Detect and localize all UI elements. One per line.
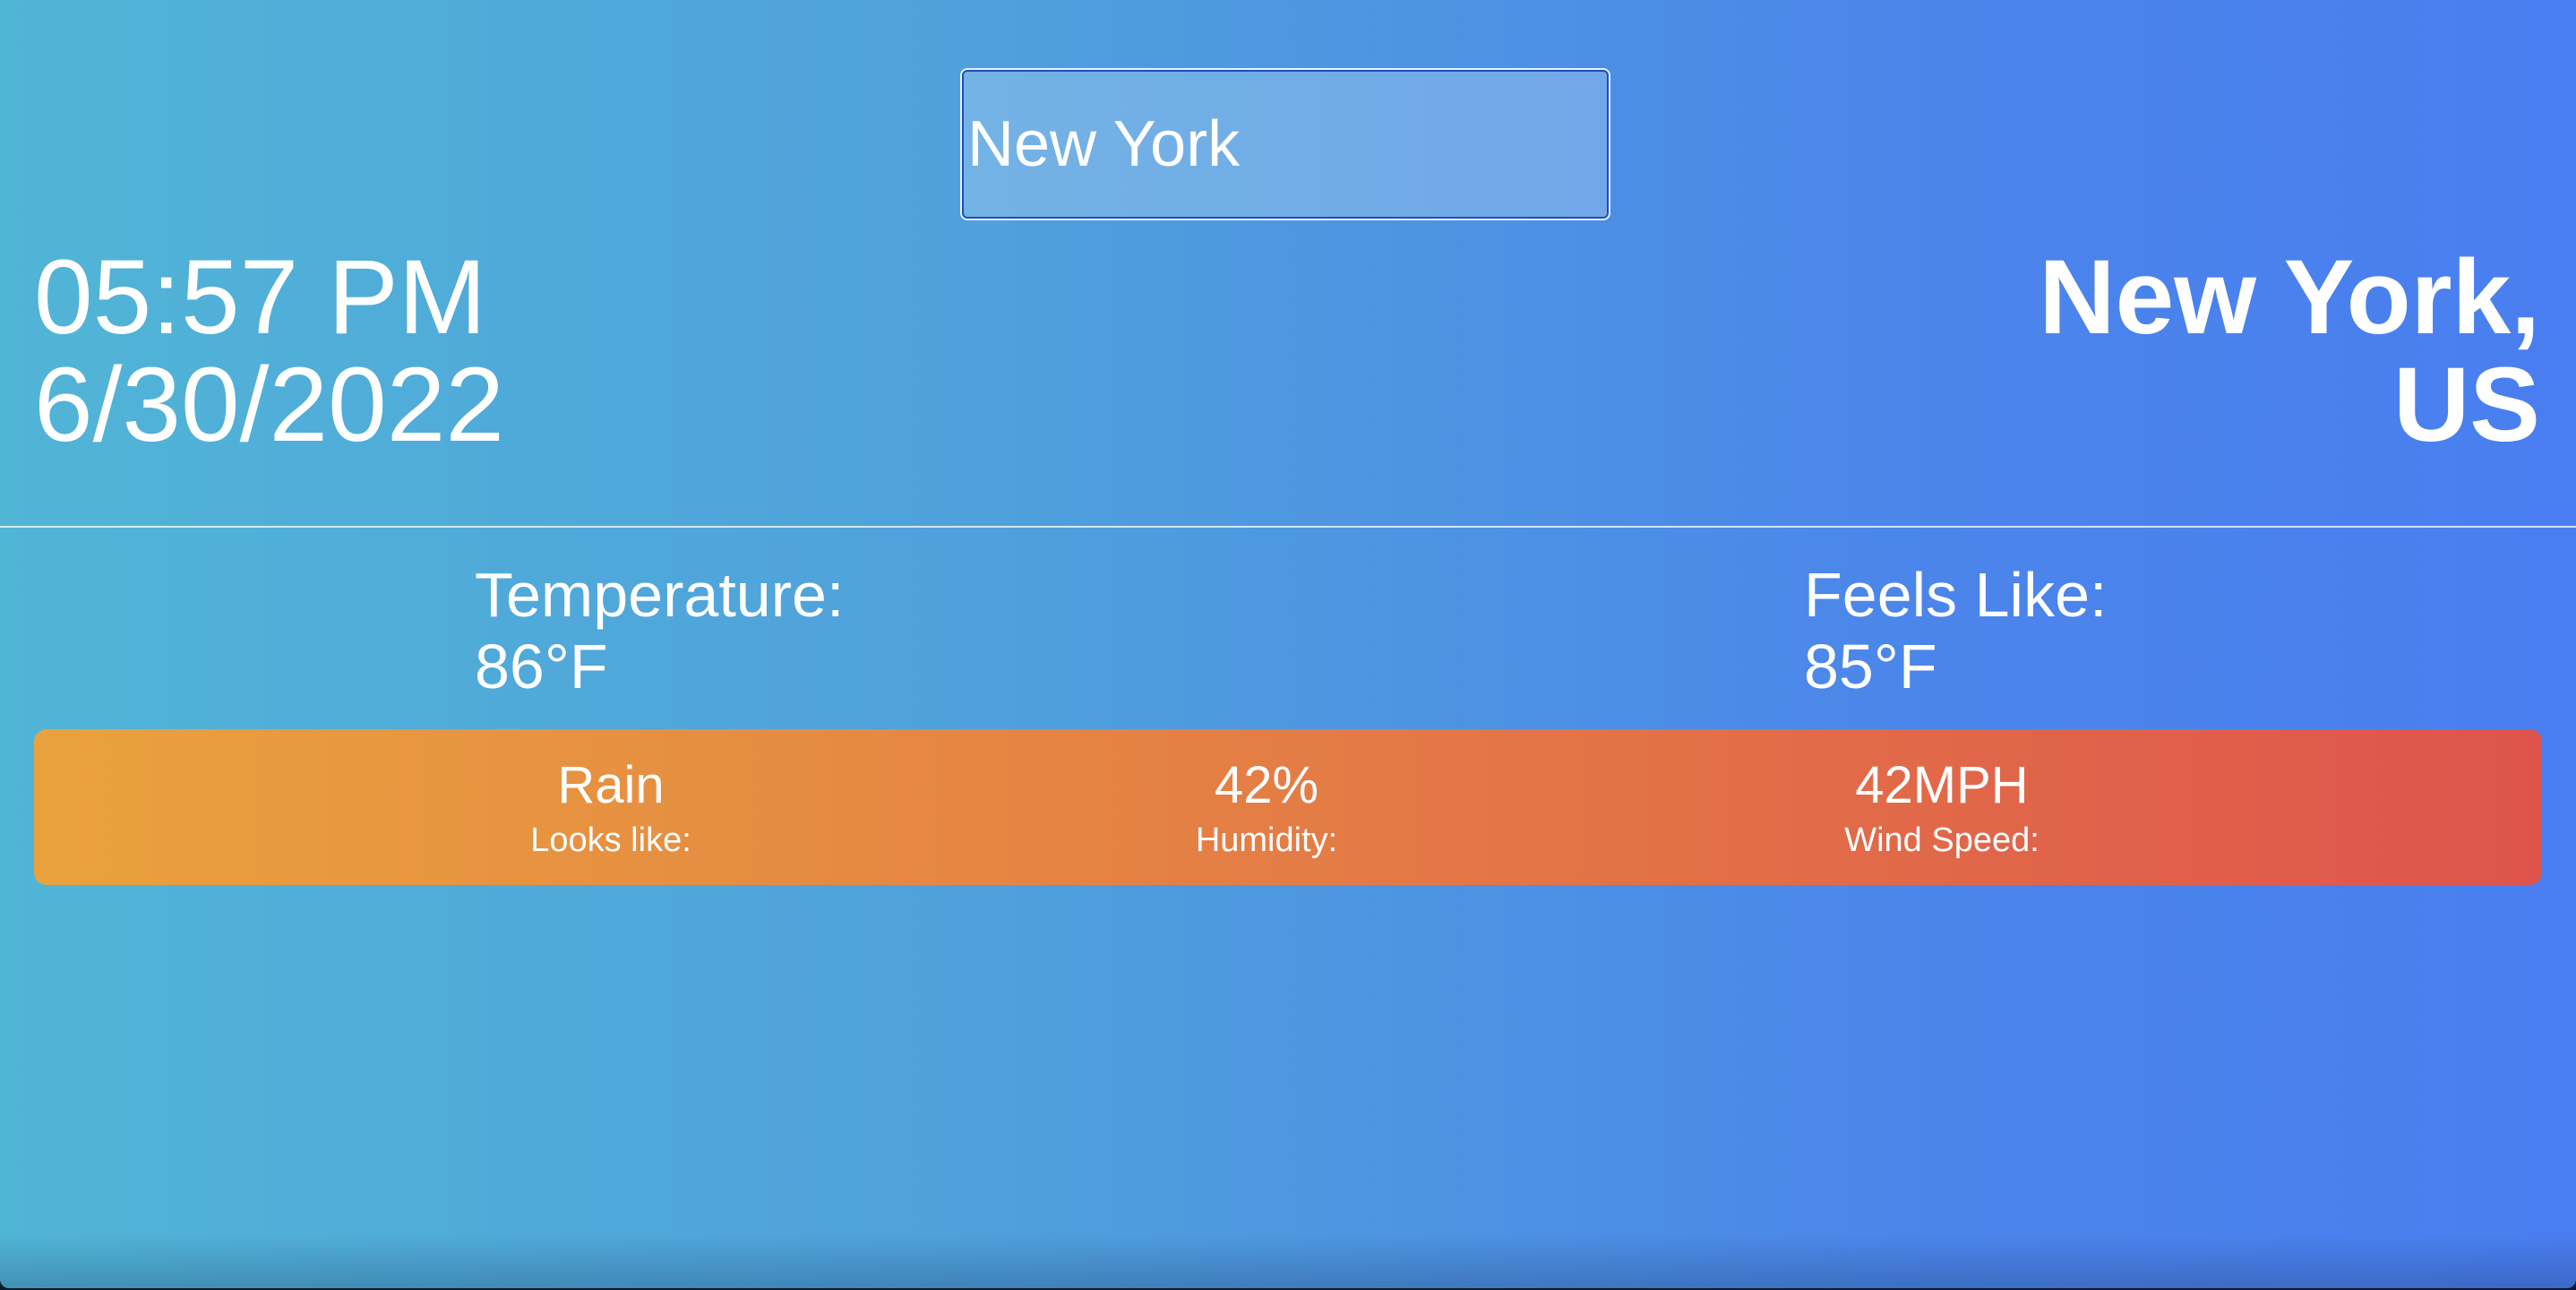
temperature-metric: Temperature: 86°F bbox=[475, 559, 844, 702]
city-search-input[interactable] bbox=[960, 68, 1610, 220]
wind-detail: 42MPH Wind Speed: bbox=[1844, 756, 2039, 862]
country-code: US bbox=[2393, 346, 2540, 464]
humidity-label: Humidity: bbox=[1195, 821, 1338, 859]
feels-like-value: 85°F bbox=[1804, 632, 1937, 701]
condition-label: Looks like: bbox=[530, 821, 691, 859]
humidity-value: 42% bbox=[1214, 756, 1319, 814]
weather-details-bar: Rain Looks like: 42% Humidity: 42MPH Win… bbox=[34, 729, 2542, 885]
local-time: 05:57 PM bbox=[34, 238, 487, 357]
wind-label: Wind Speed: bbox=[1844, 821, 2039, 859]
feels-like-metric: Feels Like: 85°F bbox=[1804, 559, 2107, 702]
location-title: New York, US bbox=[2039, 244, 2540, 459]
section-divider bbox=[0, 526, 2576, 528]
humidity-detail: 42% Humidity: bbox=[1196, 756, 1337, 862]
local-datetime: 05:57 PM 6/30/2022 bbox=[34, 244, 504, 459]
wind-value: 42MPH bbox=[1855, 756, 2029, 814]
temperature-label: Temperature: bbox=[475, 560, 845, 630]
temperature-value: 86°F bbox=[475, 632, 608, 701]
condition-detail: Rain Looks like: bbox=[530, 756, 691, 862]
city-name: New York, bbox=[2039, 238, 2540, 357]
local-date: 6/30/2022 bbox=[34, 346, 504, 464]
condition-value: Rain bbox=[557, 756, 665, 814]
feels-like-label: Feels Like: bbox=[1804, 560, 2108, 630]
